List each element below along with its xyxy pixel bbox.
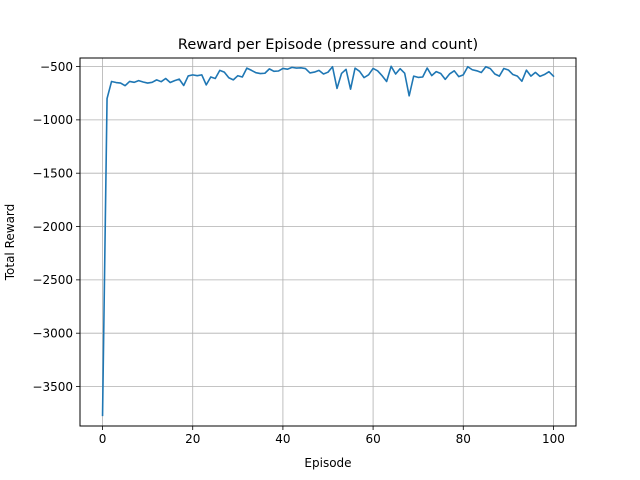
x-tick-label: 100 bbox=[542, 432, 565, 446]
chart-title: Reward per Episode (pressure and count) bbox=[178, 37, 478, 53]
y-tick-label: −500 bbox=[40, 60, 73, 74]
x-tick-label: 40 bbox=[275, 432, 290, 446]
x-axis-label: Episode bbox=[304, 456, 351, 470]
y-tick-label: −2500 bbox=[32, 273, 73, 287]
x-tick-label: 0 bbox=[99, 432, 107, 446]
axes-frame bbox=[79, 57, 577, 427]
x-axis-ticks: 0 20 40 60 80 100 bbox=[99, 426, 565, 446]
y-tick-label: −1500 bbox=[32, 167, 73, 181]
y-tick-label: −1000 bbox=[32, 113, 73, 127]
plot-area bbox=[101, 65, 555, 417]
reward-line bbox=[101, 65, 555, 417]
y-tick-label: −3000 bbox=[32, 327, 73, 341]
x-tick-label: 60 bbox=[365, 432, 380, 446]
y-tick-label: −2000 bbox=[32, 220, 73, 234]
x-tick-label: 20 bbox=[185, 432, 200, 446]
y-axis-ticks: −500 −1000 −1500 −2000 −2500 −3000 −3500 bbox=[32, 60, 80, 394]
grid-lines bbox=[80, 58, 576, 426]
y-axis-label: Total Reward bbox=[3, 204, 17, 282]
x-tick-label: 80 bbox=[456, 432, 471, 446]
y-tick-label: −3500 bbox=[32, 380, 73, 394]
